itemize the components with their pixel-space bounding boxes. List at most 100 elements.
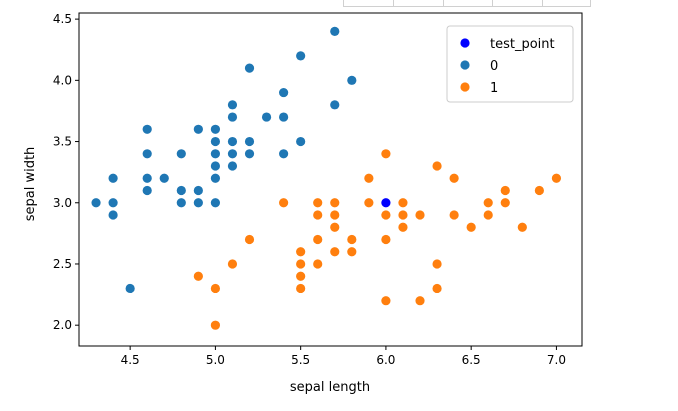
series-1-point — [364, 198, 374, 208]
series-0-point — [108, 173, 118, 183]
series-1-point — [381, 296, 391, 306]
y-tick-label: 4.5 — [53, 12, 72, 26]
series-0-point — [159, 173, 169, 183]
series-0-point — [108, 210, 118, 220]
series-0-point — [176, 198, 186, 208]
series-0-point — [210, 173, 221, 183]
x-axis-ticks: 4.5 5.0 5.5 6.0 6.5 7.0 — [121, 346, 566, 367]
series-1-point — [415, 210, 425, 220]
series-0-point — [210, 198, 221, 208]
series-1-point — [313, 210, 323, 220]
series-0-point — [261, 112, 272, 122]
series-1-point — [534, 185, 544, 196]
series-0-point — [108, 198, 118, 208]
series-0-point — [296, 51, 306, 61]
series-1-point — [415, 296, 425, 306]
series-0-point — [227, 149, 238, 159]
series-1-point — [279, 198, 289, 208]
series-1-point — [449, 173, 459, 183]
series-1-point — [347, 234, 357, 245]
x-tick-label: 4.5 — [121, 353, 140, 367]
legend-marker — [460, 38, 470, 48]
series-0-point — [347, 75, 357, 85]
legend: test_point 0 1 — [446, 25, 574, 103]
series-0-point — [227, 161, 238, 171]
legend-box — [446, 25, 574, 103]
series-0-point — [193, 198, 203, 208]
x-axis-label: sepal length — [290, 380, 370, 395]
y-axis-label: sepal width — [23, 147, 38, 222]
series-0-point — [142, 124, 152, 134]
series-1-point — [398, 222, 408, 232]
x-tick-label: 6.0 — [376, 353, 395, 367]
series-1-point — [449, 210, 459, 220]
series-0-point — [210, 161, 221, 171]
legend-marker — [460, 60, 470, 70]
series-1-point — [398, 210, 408, 220]
legend-label: 1 — [490, 81, 498, 96]
y-axis-ticks: 2.0 2.5 3.0 3.5 4.0 4.5 — [53, 12, 79, 332]
series-0-point — [227, 100, 238, 110]
series-1-point — [381, 234, 391, 245]
series-1-point — [296, 283, 306, 294]
series-1-point — [296, 247, 306, 257]
series-0-point — [142, 149, 152, 159]
series-1-point — [330, 222, 340, 232]
series-1-point — [210, 320, 221, 330]
x-tick-label: 5.0 — [206, 353, 225, 367]
series-0-point — [193, 185, 203, 196]
series-0-point — [91, 198, 101, 208]
series-0-point — [279, 149, 289, 159]
series-1-point — [330, 198, 340, 208]
series-0-point — [176, 185, 186, 196]
series-0-point — [227, 112, 238, 122]
table-remnant — [343, 0, 591, 7]
series-0-point — [210, 136, 221, 147]
series-0-point — [176, 149, 186, 159]
series-1-point — [347, 247, 357, 257]
series-1-point — [381, 149, 391, 159]
series-0-point — [125, 283, 135, 294]
series-1-point — [432, 259, 442, 269]
series-0-point — [279, 87, 289, 98]
series-1-point — [483, 210, 493, 220]
series-1-point — [466, 222, 476, 232]
y-tick-label: 2.0 — [53, 318, 72, 332]
series-1-point — [330, 247, 340, 257]
y-tick-label: 3.5 — [53, 135, 72, 149]
series-1-point — [432, 161, 442, 171]
series-1-point — [500, 198, 510, 208]
series-1-point — [296, 271, 306, 281]
series-1-point — [381, 210, 391, 220]
series-1-point — [551, 173, 562, 183]
series-0-point — [244, 149, 255, 159]
series-0-point — [244, 63, 255, 73]
series-1-point — [244, 234, 255, 245]
series-1-point — [313, 198, 323, 208]
series-0-point — [296, 136, 306, 147]
legend-marker — [460, 82, 470, 92]
series-0-point — [330, 26, 340, 36]
y-tick-label: 3.0 — [53, 196, 72, 210]
series-0-point — [227, 136, 238, 147]
plot-frame — [78, 12, 583, 347]
series-1-point — [313, 234, 323, 245]
series-0-point — [210, 124, 221, 134]
series-0-point — [193, 124, 203, 134]
series-1-point — [296, 259, 306, 269]
series-0-point — [142, 173, 152, 183]
points-layer — [91, 26, 562, 330]
series-1-point — [517, 222, 527, 232]
series-0-point — [142, 185, 152, 196]
x-tick-label: 7.0 — [547, 353, 566, 367]
series-0-point — [279, 112, 289, 122]
series-1-point — [432, 283, 442, 294]
series-1-point — [398, 198, 408, 208]
series-0-point — [330, 100, 340, 110]
series-1-point — [193, 271, 203, 281]
series-1-point — [210, 283, 221, 294]
series-0-point — [244, 136, 255, 147]
series-1-point — [364, 173, 374, 183]
